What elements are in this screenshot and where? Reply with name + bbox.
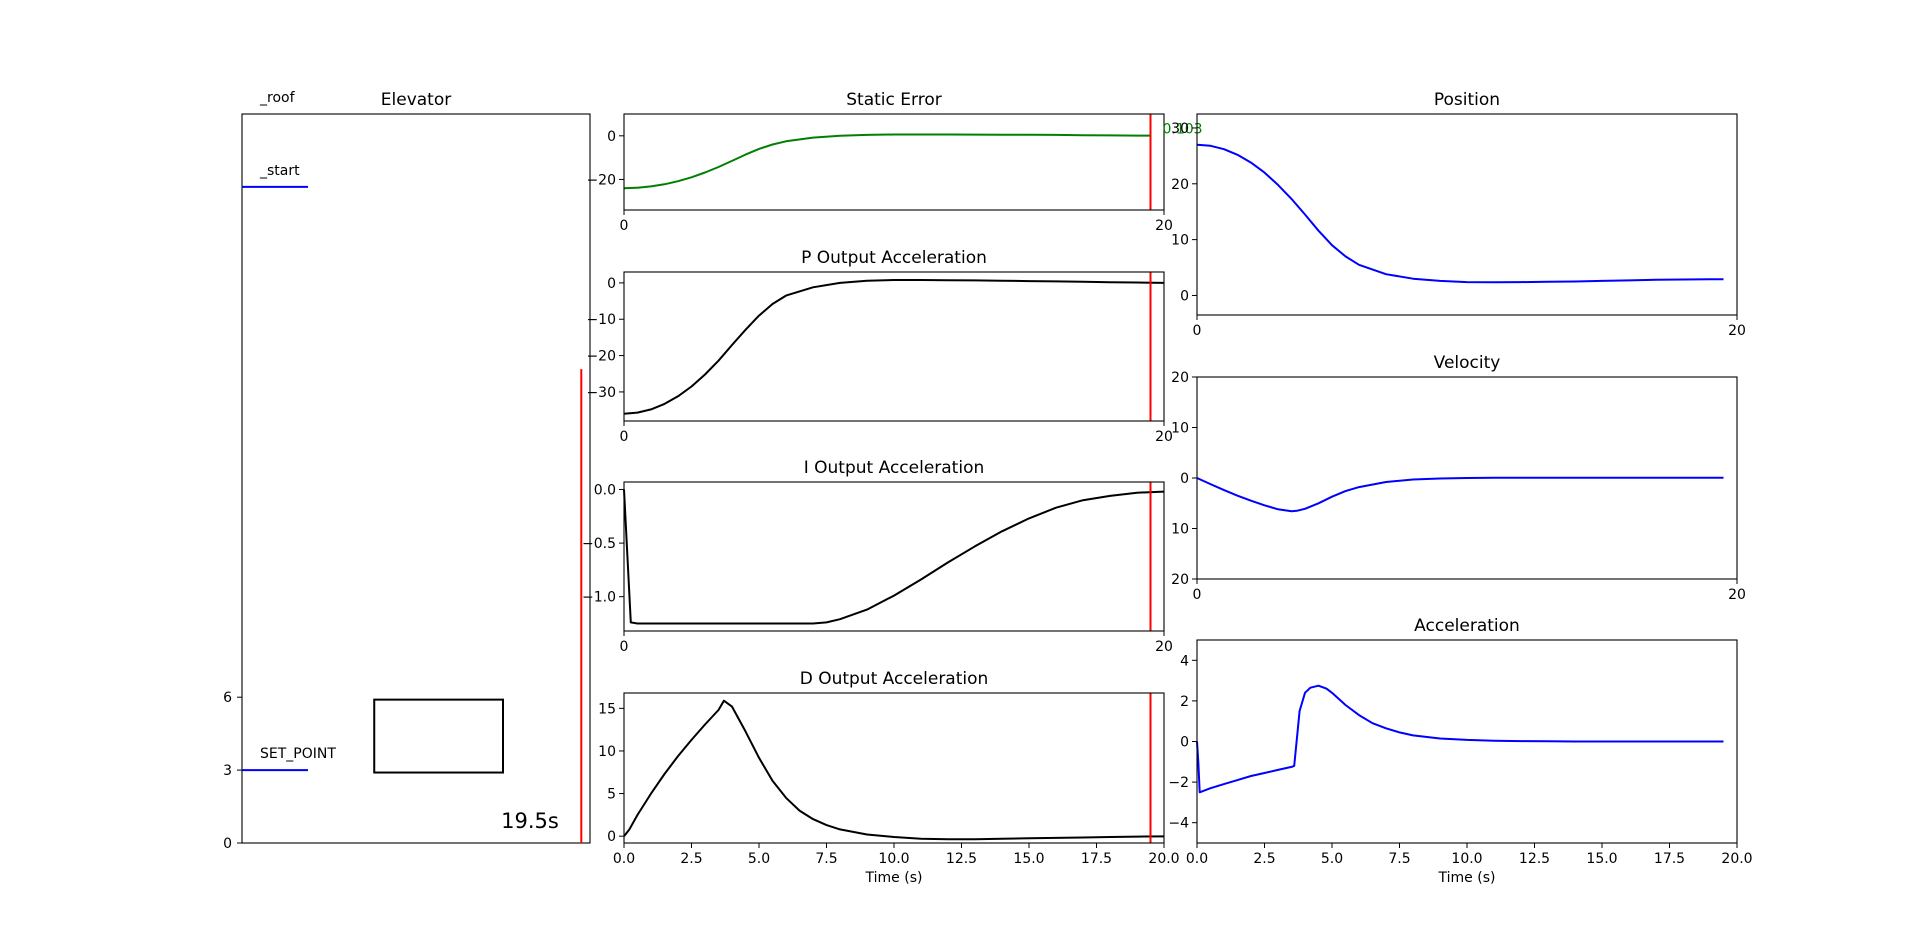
d_output-y-tick-label: 10 bbox=[598, 744, 616, 760]
p_output-y-tick-label: −20 bbox=[586, 349, 616, 365]
velocity-x-tick-label: 0 bbox=[1193, 587, 1202, 603]
static_error-title: Static Error bbox=[846, 90, 941, 110]
position-series-line bbox=[1196, 143, 1724, 284]
static_error-y-tick-label: 0 bbox=[607, 129, 616, 145]
static_error-x-tick-label: 20 bbox=[1155, 218, 1173, 234]
d_output-x-tick-label: 2.5 bbox=[680, 851, 702, 867]
static_error-axes-frame bbox=[623, 113, 1165, 211]
acceleration-x-tick-label: 2.5 bbox=[1253, 851, 1275, 867]
position-x-tick-label: 20 bbox=[1728, 323, 1746, 339]
d_output-x-tick-label: 15.0 bbox=[1013, 851, 1044, 867]
d_output-x-label: Time (s) bbox=[865, 870, 923, 886]
position-y-tick-label: 30 bbox=[1171, 121, 1189, 137]
acceleration-panel: Acceleration 0.0 2.5 5.0 7.5 10.0 12.5 15.0 17.5… bbox=[1168, 616, 1752, 886]
i_output-panel: I Output Acceleration 0 20 0.0 −0.5 −1.0 bbox=[582, 458, 1173, 655]
d_output-x-tick-label: 7.5 bbox=[815, 851, 837, 867]
d_output-y-tick-label: 15 bbox=[598, 701, 616, 717]
elevator-time-text: 19.5s bbox=[501, 809, 559, 833]
p_output-y-tick-label: 0 bbox=[607, 276, 616, 292]
acceleration-y-tick-label: 0 bbox=[1180, 735, 1189, 751]
velocity-y-tick-label: 20 bbox=[1171, 370, 1189, 386]
i_output-x-tick-label: 20 bbox=[1155, 639, 1173, 655]
elevator-car bbox=[373, 698, 504, 774]
acceleration-series-line bbox=[1196, 684, 1724, 794]
acceleration-x-label: Time (s) bbox=[1438, 870, 1496, 886]
position-panel: Position 0 20 0 10 20 30 bbox=[1171, 90, 1746, 339]
position-y-tick-label: 0 bbox=[1180, 288, 1189, 304]
d_output-x-tick-label: 10.0 bbox=[878, 851, 909, 867]
p_output-series-line bbox=[623, 279, 1165, 415]
d_output-x-tick-label: 5.0 bbox=[748, 851, 770, 867]
velocity-series-line bbox=[1196, 476, 1724, 513]
d_output-x-tick-label: 0.0 bbox=[613, 851, 635, 867]
static_error-value-annotation: 0.103 bbox=[1163, 122, 1203, 138]
static_error-y-tick-label: −20 bbox=[586, 172, 616, 188]
i_output-series-line bbox=[623, 489, 1165, 625]
acceleration-x-tick-label: 0.0 bbox=[1186, 851, 1208, 867]
velocity-y-tick-label: 10 bbox=[1171, 522, 1189, 538]
position-y-tick-label: 20 bbox=[1171, 177, 1189, 193]
p_output-y-tick-label: −10 bbox=[586, 312, 616, 328]
position-x-tick-label: 0 bbox=[1193, 323, 1202, 339]
velocity-y-tick-label: 10 bbox=[1171, 421, 1189, 437]
d_output-y-tick-label: 5 bbox=[607, 787, 616, 803]
i_output-x-tick-label: 0 bbox=[620, 639, 629, 655]
i_output-y-tick-label: 0.0 bbox=[594, 483, 616, 499]
acceleration-x-tick-label: 10.0 bbox=[1451, 851, 1482, 867]
position-title: Position bbox=[1434, 90, 1500, 110]
acceleration-y-tick-label: 2 bbox=[1180, 694, 1189, 710]
velocity-title: Velocity bbox=[1434, 353, 1501, 373]
p_output-x-tick-label: 0 bbox=[620, 429, 629, 445]
static_error-panel: Static Error 0 20 0 −20 0.103 bbox=[586, 90, 1202, 234]
acceleration-y-tick-label: 4 bbox=[1180, 653, 1189, 669]
elevator-level-label: _start bbox=[259, 163, 300, 179]
elevator-panel: Elevator _roof _start SET_POINT 0 3 6 19.5s bbox=[223, 90, 591, 852]
acceleration-x-tick-label: 20.0 bbox=[1721, 851, 1752, 867]
acceleration-x-tick-label: 12.5 bbox=[1519, 851, 1550, 867]
d_output-x-tick-label: 17.5 bbox=[1081, 851, 1112, 867]
position-y-tick-label: 10 bbox=[1171, 233, 1189, 249]
static_error-x-tick-label: 0 bbox=[620, 218, 629, 234]
elevator-axes-frame bbox=[241, 113, 591, 844]
elevator-level-label: SET_POINT bbox=[260, 746, 336, 762]
elevator-y-tick-label: 0 bbox=[223, 836, 232, 852]
acceleration-title: Acceleration bbox=[1414, 616, 1520, 636]
i_output-y-tick-label: −1.0 bbox=[582, 590, 616, 606]
acceleration-y-tick-label: −4 bbox=[1168, 816, 1189, 832]
d_output-panel: D Output Acceleration 0.0 2.5 5.0 7.5 10.0 12.… bbox=[598, 669, 1179, 886]
d_output-x-tick-label: 12.5 bbox=[946, 851, 977, 867]
d_output-axes-frame bbox=[623, 692, 1165, 844]
acceleration-x-tick-label: 17.5 bbox=[1654, 851, 1685, 867]
acceleration-x-tick-label: 15.0 bbox=[1586, 851, 1617, 867]
p_output-y-tick-label: −30 bbox=[586, 385, 616, 401]
position-axes-frame bbox=[1196, 113, 1738, 316]
static_error-series-line bbox=[623, 133, 1151, 190]
d_output-y-tick-label: 0 bbox=[607, 829, 616, 845]
i_output-title: I Output Acceleration bbox=[804, 458, 985, 478]
elevator-y-tick-label: 6 bbox=[223, 690, 232, 706]
i_output-axes-frame bbox=[623, 481, 1165, 632]
acceleration-x-tick-label: 5.0 bbox=[1321, 851, 1343, 867]
velocity-y-tick-label: 0 bbox=[1180, 471, 1189, 487]
d_output-title: D Output Acceleration bbox=[800, 669, 989, 689]
elevator-y-tick-label: 3 bbox=[223, 763, 232, 779]
d_output-series-line bbox=[623, 699, 1165, 841]
elevator-level-label: _roof bbox=[259, 90, 296, 106]
velocity-y-tick-label: 20 bbox=[1171, 572, 1189, 588]
velocity-x-tick-label: 20 bbox=[1728, 587, 1746, 603]
d_output-x-tick-label: 20.0 bbox=[1148, 851, 1179, 867]
p_output-title: P Output Acceleration bbox=[801, 248, 987, 268]
i_output-y-tick-label: −0.5 bbox=[582, 536, 616, 552]
acceleration-x-tick-label: 7.5 bbox=[1388, 851, 1410, 867]
acceleration-y-tick-label: −2 bbox=[1168, 775, 1189, 791]
p_output-x-tick-label: 20 bbox=[1155, 429, 1173, 445]
p_output-axes-frame bbox=[623, 271, 1165, 422]
elevator-title: Elevator bbox=[381, 90, 451, 110]
p_output-panel: P Output Acceleration 0 20 0 −10 −20 −30 bbox=[586, 248, 1172, 445]
